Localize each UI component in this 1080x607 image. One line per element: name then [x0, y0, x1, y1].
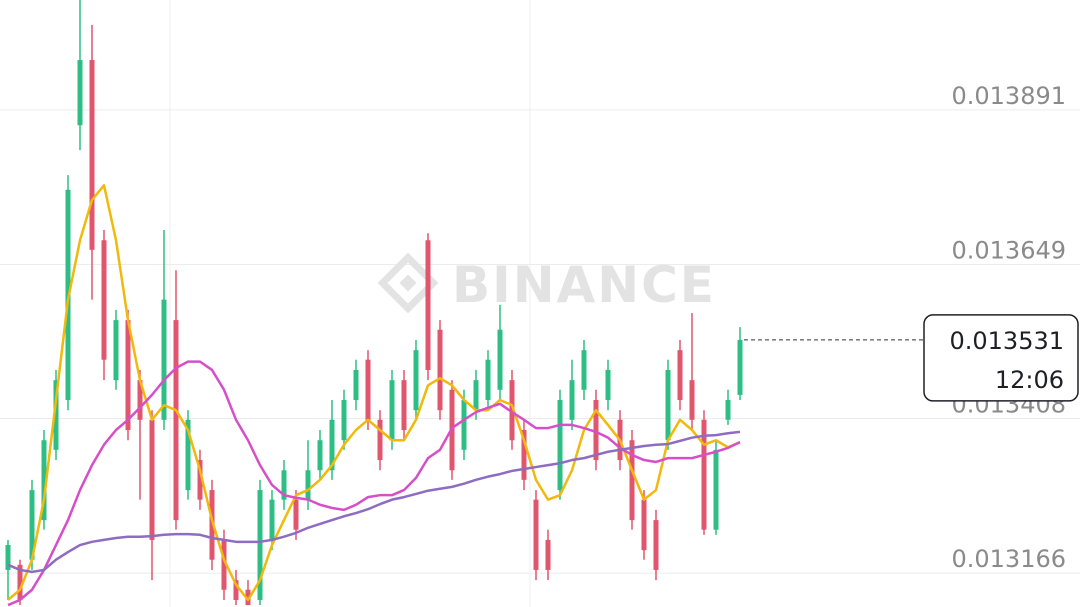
candle-body	[41, 440, 47, 521]
candle-body	[533, 499, 539, 570]
candle-body	[437, 329, 443, 411]
candle-body	[713, 449, 719, 530]
candle-body	[317, 440, 323, 471]
watermark-text: BINANCE	[452, 256, 716, 314]
candle-body	[509, 380, 515, 441]
candle-body	[605, 369, 611, 400]
countdown-label: 12:06	[995, 366, 1064, 394]
candle-body	[173, 320, 179, 521]
candle-body	[653, 520, 659, 570]
watermark: BINANCE	[377, 252, 716, 314]
candle-body	[521, 430, 527, 480]
max-price-label: 0.014077	[124, 0, 239, 2]
candle-body	[413, 350, 419, 411]
candle-body	[137, 380, 143, 420]
candle-body	[353, 369, 359, 400]
candle-body	[149, 419, 155, 540]
candle-body	[461, 399, 467, 450]
candle-body	[641, 499, 647, 551]
moving-average-line	[7, 430, 741, 574]
candle-body	[77, 60, 83, 126]
candle-body	[473, 380, 479, 411]
candle-body	[485, 359, 491, 400]
candle-body	[53, 380, 59, 450]
candle-body	[329, 419, 335, 471]
candle-body	[593, 399, 599, 461]
candle-body	[209, 490, 215, 560]
y-tick-label: 0.013166	[951, 545, 1066, 573]
candle-body	[17, 564, 23, 600]
candle-body	[269, 499, 275, 540]
candle-body	[497, 329, 503, 390]
candle-body	[665, 369, 671, 441]
y-tick-label: 0.013649	[951, 237, 1066, 265]
moving-average-line	[7, 360, 741, 607]
candle-body	[569, 380, 575, 420]
candle-body	[701, 419, 707, 530]
candle-body	[689, 380, 695, 420]
candle-body	[185, 419, 191, 491]
candle-body	[245, 589, 251, 606]
candle-body	[365, 359, 371, 420]
candle-body	[125, 320, 131, 431]
plot: 0.0131660.0134080.0136490.0138910.014077…	[5, 0, 1079, 607]
candle-body	[677, 350, 683, 400]
candle-body	[113, 320, 119, 381]
candle-body	[629, 440, 635, 521]
candle-body	[725, 399, 731, 420]
candle-body	[401, 380, 407, 431]
candle-body	[737, 339, 743, 395]
candle-body	[5, 545, 11, 570]
moving-average-line	[7, 184, 741, 602]
candle-body	[305, 470, 311, 500]
candle-body	[389, 380, 395, 441]
candle-body	[89, 60, 95, 250]
candle-body	[221, 539, 227, 590]
candle-body	[293, 499, 299, 530]
y-tick-label: 0.013891	[951, 82, 1066, 110]
candle-body	[545, 539, 551, 570]
candle-body	[341, 399, 347, 441]
candle-body	[161, 299, 167, 420]
candle-body	[197, 460, 203, 500]
candle-body	[281, 470, 287, 500]
candle-body	[581, 350, 587, 390]
candle-body	[557, 399, 563, 491]
candle-body	[377, 419, 383, 461]
candle-body	[233, 580, 239, 600]
candle-body	[101, 240, 107, 360]
candle-body	[29, 490, 35, 560]
candle-body	[257, 490, 263, 600]
candle-body	[425, 240, 431, 370]
last-price-label: 0.013531	[949, 327, 1064, 355]
last-price-box	[923, 314, 1079, 402]
